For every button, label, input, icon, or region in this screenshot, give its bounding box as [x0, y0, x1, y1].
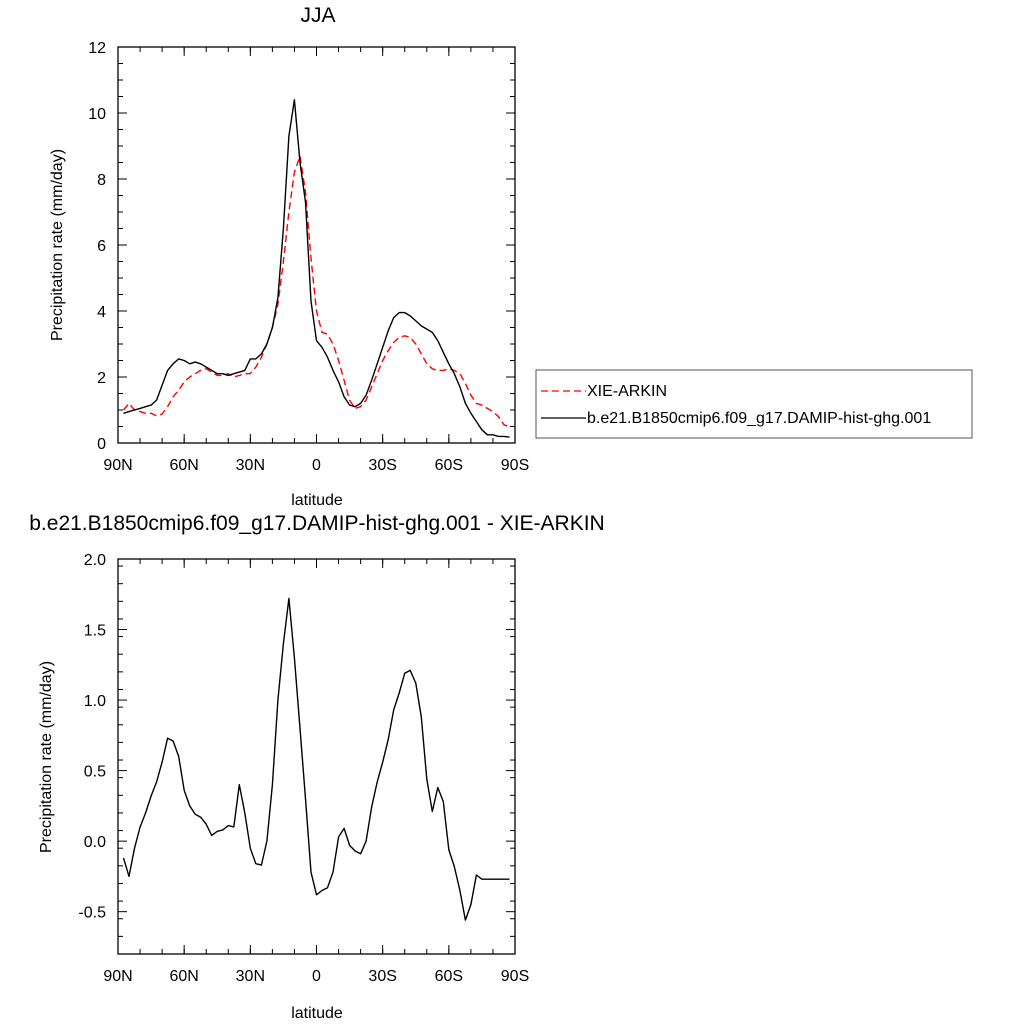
- legend-label-model: b.e21.B1850cmip6.f09_g17.DAMIP-hist-ghg.…: [587, 410, 931, 427]
- x-tick-label: 60S: [435, 968, 463, 985]
- x-tick-label: 0: [312, 968, 321, 985]
- x-axis-label: latitude: [291, 492, 343, 509]
- y-tick-labels: -0.5 0.0 0.5 1.0 1.5 2.0: [78, 552, 106, 922]
- bottom-series-lines: [122, 597, 510, 921]
- y-axis-label: Precipitation rate (mm/day): [49, 149, 66, 341]
- y-axis-label: Precipitation rate (mm/day): [38, 661, 55, 853]
- x-tick-label: 60S: [435, 457, 463, 474]
- y-tick-label: 4: [97, 304, 106, 321]
- x-tick-labels: 90N 60N 30N 0 30S 60S 90S: [103, 457, 529, 474]
- x-tick-label: 90N: [103, 968, 132, 985]
- y-tick-label: 8: [97, 172, 106, 189]
- x-tick-label: 0: [312, 457, 321, 474]
- x-tick-labels: 90N 60N 30N 0 30S 60S 90S: [103, 968, 529, 985]
- y-tick-label: -0.5: [78, 905, 106, 922]
- y-tick-label: 6: [97, 238, 106, 255]
- y-tick-label: 0: [97, 436, 106, 453]
- x-tick-label: 90N: [103, 457, 132, 474]
- plot-frame: [117, 558, 516, 955]
- plot-frame: [117, 46, 516, 444]
- series-line-obs: [122, 155, 510, 428]
- x-tick-label: 30S: [368, 968, 396, 985]
- y-tick-label: 2.0: [84, 552, 106, 569]
- x-axis-label: latitude: [291, 1005, 343, 1022]
- difference-panel-bottom: b.e21.B1850cmip6.f09_g17.DAMIP-hist-ghg.…: [29, 512, 604, 1022]
- y-tick-label: 0.0: [84, 834, 106, 851]
- y-tick-label: 2: [97, 370, 106, 387]
- y-tick-labels: 0 2 4 6 8 10 12: [88, 40, 106, 453]
- x-tick-label: 60N: [169, 968, 198, 985]
- y-tick-label: 1.0: [84, 693, 106, 710]
- legend-label-obs: XIE-ARKIN: [587, 383, 667, 400]
- series-line-model: [123, 99, 510, 438]
- legend: XIE-ARKIN b.e21.B1850cmip6.f09_g17.DAMIP…: [535, 369, 973, 439]
- y-tick-label: 1.5: [84, 623, 106, 640]
- x-tick-label: 60N: [169, 457, 198, 474]
- x-tick-label: 90S: [501, 457, 529, 474]
- x-tick-label: 90S: [501, 968, 529, 985]
- precip-panel-top: JJA 0 2 4 6 8 10 12 90N 60N 30N 0 30S 60S 90S Precip…: [49, 4, 529, 509]
- y-tick-label: 0.5: [84, 764, 106, 781]
- x-tick-label: 30N: [236, 968, 265, 985]
- top-tick-marks: [117, 46, 516, 444]
- x-tick-label: 30S: [368, 457, 396, 474]
- chart-title: b.e21.B1850cmip6.f09_g17.DAMIP-hist-ghg.…: [29, 512, 604, 535]
- y-tick-label: 10: [88, 106, 106, 123]
- top-series-lines: [122, 99, 510, 438]
- series-line-model: [122, 597, 510, 921]
- y-tick-label: 12: [88, 40, 106, 57]
- chart-title: JJA: [300, 4, 335, 27]
- x-tick-label: 30N: [236, 457, 265, 474]
- legend-box: [535, 369, 973, 439]
